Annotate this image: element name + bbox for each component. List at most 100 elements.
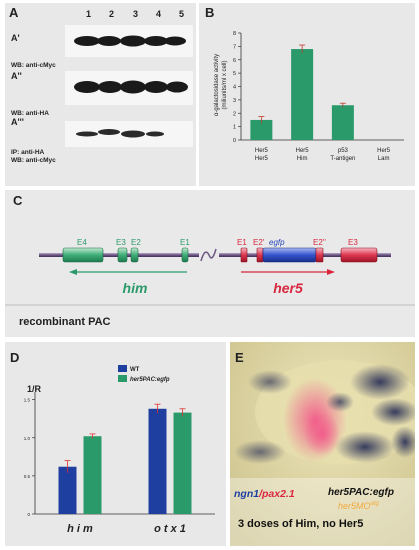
panel-a-label: A [9,5,19,20]
chart-b-category-line1: Her5 [255,148,269,154]
exon-label-egfp: egfp [269,238,285,247]
panel-e-caption: 3 doses of Him, no Her5 [238,518,364,530]
exon-label-him-e2: E2 [131,238,141,247]
panel-e: E ngn1/pax2.1 her5PAC:egfp her5MOatg 3 d… [230,342,415,546]
bands-a3 [76,129,164,138]
blot-label-a1: WB: anti-cMyc [11,62,56,69]
row-label-a1: A' [11,33,20,43]
legend-swatch-wt [118,365,127,372]
gene-name-him: him [123,280,148,296]
bar-chart-d: 1/R 0 0.5 1.0 1.5 WT her5PAC:egfp h i m o t… [24,365,215,535]
exon-her5-e2pp [315,247,324,263]
blot-label-a3-line2: WB: anti-cMyc [11,157,56,164]
exon-him-e2 [130,247,139,263]
panel-b: B α-galactosidase activity (miliunits/ml… [199,3,415,186]
chart-b-ytick-label: 5 [233,71,236,77]
panel-c-label: C [13,193,23,208]
exon-her5-e3 [340,247,378,263]
gene-name-her5: her5 [273,280,303,296]
panel-b-label: B [205,5,215,20]
panel-c: C E4 E3 E2 E1 E1 E2' egfp E2'' E3 [5,190,415,337]
her5-expression-core [304,412,340,456]
panel-d: D 1/R 0 0.5 1.0 1.5 WT her5PAC:egfp h i m o… [5,342,226,546]
egfp-box [262,247,317,263]
chart-b-bar [250,119,273,140]
chart-d-ylabel: 1/R [27,384,42,394]
exon-label-him-e4: E4 [77,238,87,247]
lane-label-3: 3 [133,9,138,19]
stain-label: ngn1/pax2.1 [234,488,295,500]
chart-b-ytick-label: 8 [233,31,236,37]
chart-b-category-line1: Her5 [296,148,310,154]
chart-b-ylabel-1: α-galactosidase activity [214,54,220,116]
chart-b-category-line1: Her5 [377,148,391,154]
chart-b-bar [291,49,314,140]
exon-label-her5-e2pp: E2'' [313,238,326,247]
her5-arrowhead [327,269,335,275]
chart-d-bar [58,466,77,514]
legend-label-her5pac: her5PAC:egfp [130,377,170,383]
chart-b-ytick-label: 3 [233,98,236,104]
him-arrowhead [69,269,77,275]
embryo-image [230,342,415,546]
exon-him-e4 [62,247,104,263]
stain-label-pax: /pax2.1 [259,488,295,500]
exon-him-e1 [181,247,189,263]
chart-d-bar [83,436,102,514]
exon-him-e3 [117,247,128,263]
panel-c-caption: recombinant PAC [19,316,111,328]
panel-a: A 1 2 3 4 5 A' WB: anti-cMyc A'' WB: ant… [5,3,196,186]
chart-b-ytick-label: 1 [233,125,236,131]
exon-her5-e2p [256,247,264,263]
chart-b-ytick-label: 6 [233,58,236,64]
chart-d-bar [148,408,167,514]
chart-b-category-line2: T-antigen [330,156,355,162]
exon-label-him-e3: E3 [116,238,126,247]
label-band [230,478,415,546]
ngn1-staining [234,364,415,464]
pac-construct-diagram: E4 E3 E2 E1 E1 E2' egfp E2'' E3 him her5 [5,238,415,328]
blot-label-a2: WB: anti-HA [11,110,49,117]
western-blot-figure: 1 2 3 4 5 A' WB: anti-cMyc A'' WB: anti-… [11,9,193,164]
exon-label-her5-e2p: E2' [253,238,265,247]
bands-a1 [74,35,186,47]
chart-b-ytick-label: 4 [233,85,236,91]
chart-b-category-line1: p53 [338,148,349,154]
chart-d-ytick-label: 0 [27,512,30,517]
chart-d-bar [173,412,192,514]
chart-d-ytick-label: 0.5 [24,474,31,479]
bar-chart-b: α-galactosidase activity (miliunits/ml x… [214,31,404,162]
blot-label-a3-line1: IP: anti-HA [11,149,45,156]
exon-label-him-e1: E1 [180,238,190,247]
legend-swatch-her5pac [118,375,127,382]
panel-e-label: E [235,350,244,365]
exon-label-her5-e3: E3 [348,238,358,247]
chart-d-category-otx1: o t x 1 [154,523,186,535]
chart-b-category-line2: Her5 [255,156,269,162]
chart-d-ytick-label: 1.0 [24,436,31,441]
lane-label-5: 5 [179,9,184,19]
exon-her5-e1 [240,247,248,263]
morpholino-label: her5MOatg [338,501,379,511]
chart-d-ytick-label: 1.5 [24,398,31,403]
morpholino-name: her5MO [338,501,371,511]
chart-b-ytick-label: 0 [233,138,236,144]
chart-b-ylabel-2: (miliunits/ml x cell) [222,60,228,109]
panel-d-label: D [10,350,20,365]
lane-label-2: 2 [109,9,114,19]
row-label-a3: A''' [11,117,24,127]
lane-label-1: 1 [86,9,91,19]
chart-b-category-line2: Him [297,156,308,162]
chart-b-category-line2: Lam [378,156,390,162]
chart-b-bar [331,105,354,140]
chart-d-category-him: h i m [67,523,93,535]
morpholino-sup: atg [370,501,379,507]
bands-a2 [74,80,188,94]
stain-label-ngn1: ngn1 [234,488,260,500]
transgene-label: her5PAC:egfp [328,487,394,498]
exon-label-her5-e1: E1 [237,238,247,247]
legend-label-wt: WT [130,367,140,373]
lane-label-4: 4 [156,9,161,19]
chart-b-ytick-label: 7 [233,44,236,50]
chart-b-ytick-label: 2 [233,111,236,117]
